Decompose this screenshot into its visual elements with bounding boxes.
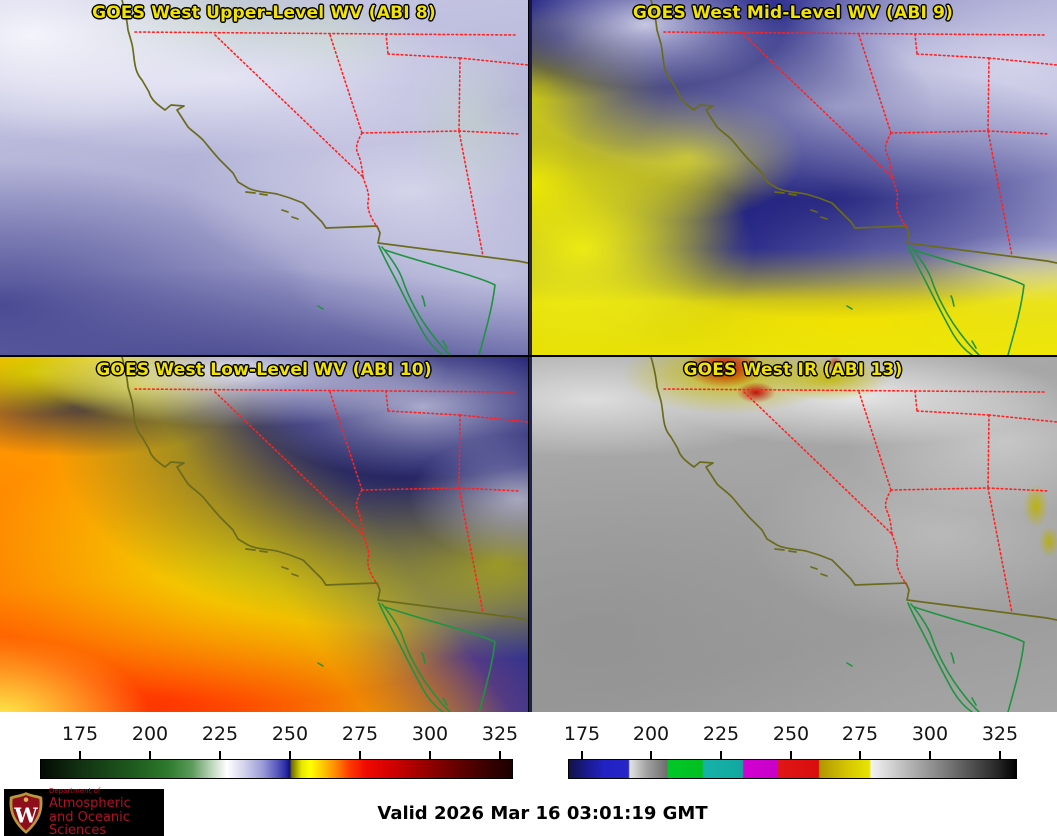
colorbar-tick-label: 250 [772,723,810,745]
ir-colorbar-gradient [568,759,1017,779]
colorbar-tick-label: 200 [131,723,169,745]
panel-title-abi8: GOES West Upper-Level WV (ABI 8) [92,3,436,23]
colorbar-tick [498,751,501,759]
colorbar-tick-label: 175 [563,723,601,745]
map-borders-overlay [121,357,528,712]
colorbar-tick-label: 225 [702,723,740,745]
panel-mid-level-wv: GOES West Mid-Level WV (ABI 9) [529,0,1057,355]
logo-line-dept: Department of [49,787,101,795]
colorbar-tick [998,751,1001,759]
colorbar-tick-label: 325 [981,723,1019,745]
colorbar-tick-label: 300 [911,723,949,745]
panel-ir: GOES West IR (ABI 13) [529,357,1057,712]
colorbar-tick [928,751,931,759]
panel-upper-level-wv: GOES West Upper-Level WV (ABI 8) [0,0,528,355]
colorbar-tick-label: 250 [271,723,309,745]
panel-title-abi13: GOES West IR (ABI 13) [683,360,903,380]
colorbar-tick-label: 275 [341,723,379,745]
colorbar-row: 175 200 225 250 275 300 325 175 200 225 250 275 300… [0,712,1057,786]
footer: W Department of Atmospheric and Oceanic … [0,786,1057,836]
colorbar-tick [218,751,221,759]
colorbar-tick-label: 225 [201,723,239,745]
colorbar-tick [358,751,361,759]
wv-colorbar: 175 200 225 250 275 300 325 [40,712,518,786]
colorbar-tick-label: 175 [61,723,99,745]
colorbar-tick-label: 200 [632,723,670,745]
map-borders-overlay [650,357,1057,712]
logo-line-oceanic: and Oceanic Sciences [49,810,130,836]
scan-edge-strip [529,0,532,355]
colorbar-tick [149,751,152,759]
colorbar-tick [650,751,653,759]
colorbar-tick-label: 275 [841,723,879,745]
colorbar-tick [581,751,583,759]
colorbar-tick [79,751,82,759]
colorbar-tick [858,751,861,759]
ir-colorbar: 175 200 225 250 275 300 325 [564,712,1019,786]
panel-title-abi10: GOES West Low-Level WV (ABI 10) [96,360,432,380]
colorbar-tick-label: 325 [481,723,519,745]
colorbar-tick [428,751,431,759]
colorbar-tick-label: 300 [411,723,449,745]
colorbar-tick [790,751,793,759]
panel-low-level-wv: GOES West Low-Level WV (ABI 10) [0,357,528,712]
scan-edge-strip [529,357,532,712]
colorbar-tick [288,751,291,759]
aos-department-logo: W Department of Atmospheric and Oceanic … [4,788,164,836]
logo-text: Department of Atmospheric and Oceanic Sc… [49,788,164,836]
logo-line-atmospheric: Atmospheric [49,796,131,811]
colorbar-tick [720,751,723,759]
map-borders-overlay [650,0,1057,355]
panel-title-abi9: GOES West Mid-Level WV (ABI 9) [632,3,954,23]
map-borders-overlay [121,0,528,355]
panel-grid: GOES West Upper-Level WV (ABI 8) GOES We… [0,0,1057,712]
valid-timestamp: Valid 2026 Mar 16 03:01:19 GMT [377,803,708,824]
crest-letter: W [13,802,38,827]
uw-crest-icon: W [9,791,43,834]
wv-colorbar-gradient [40,759,513,779]
